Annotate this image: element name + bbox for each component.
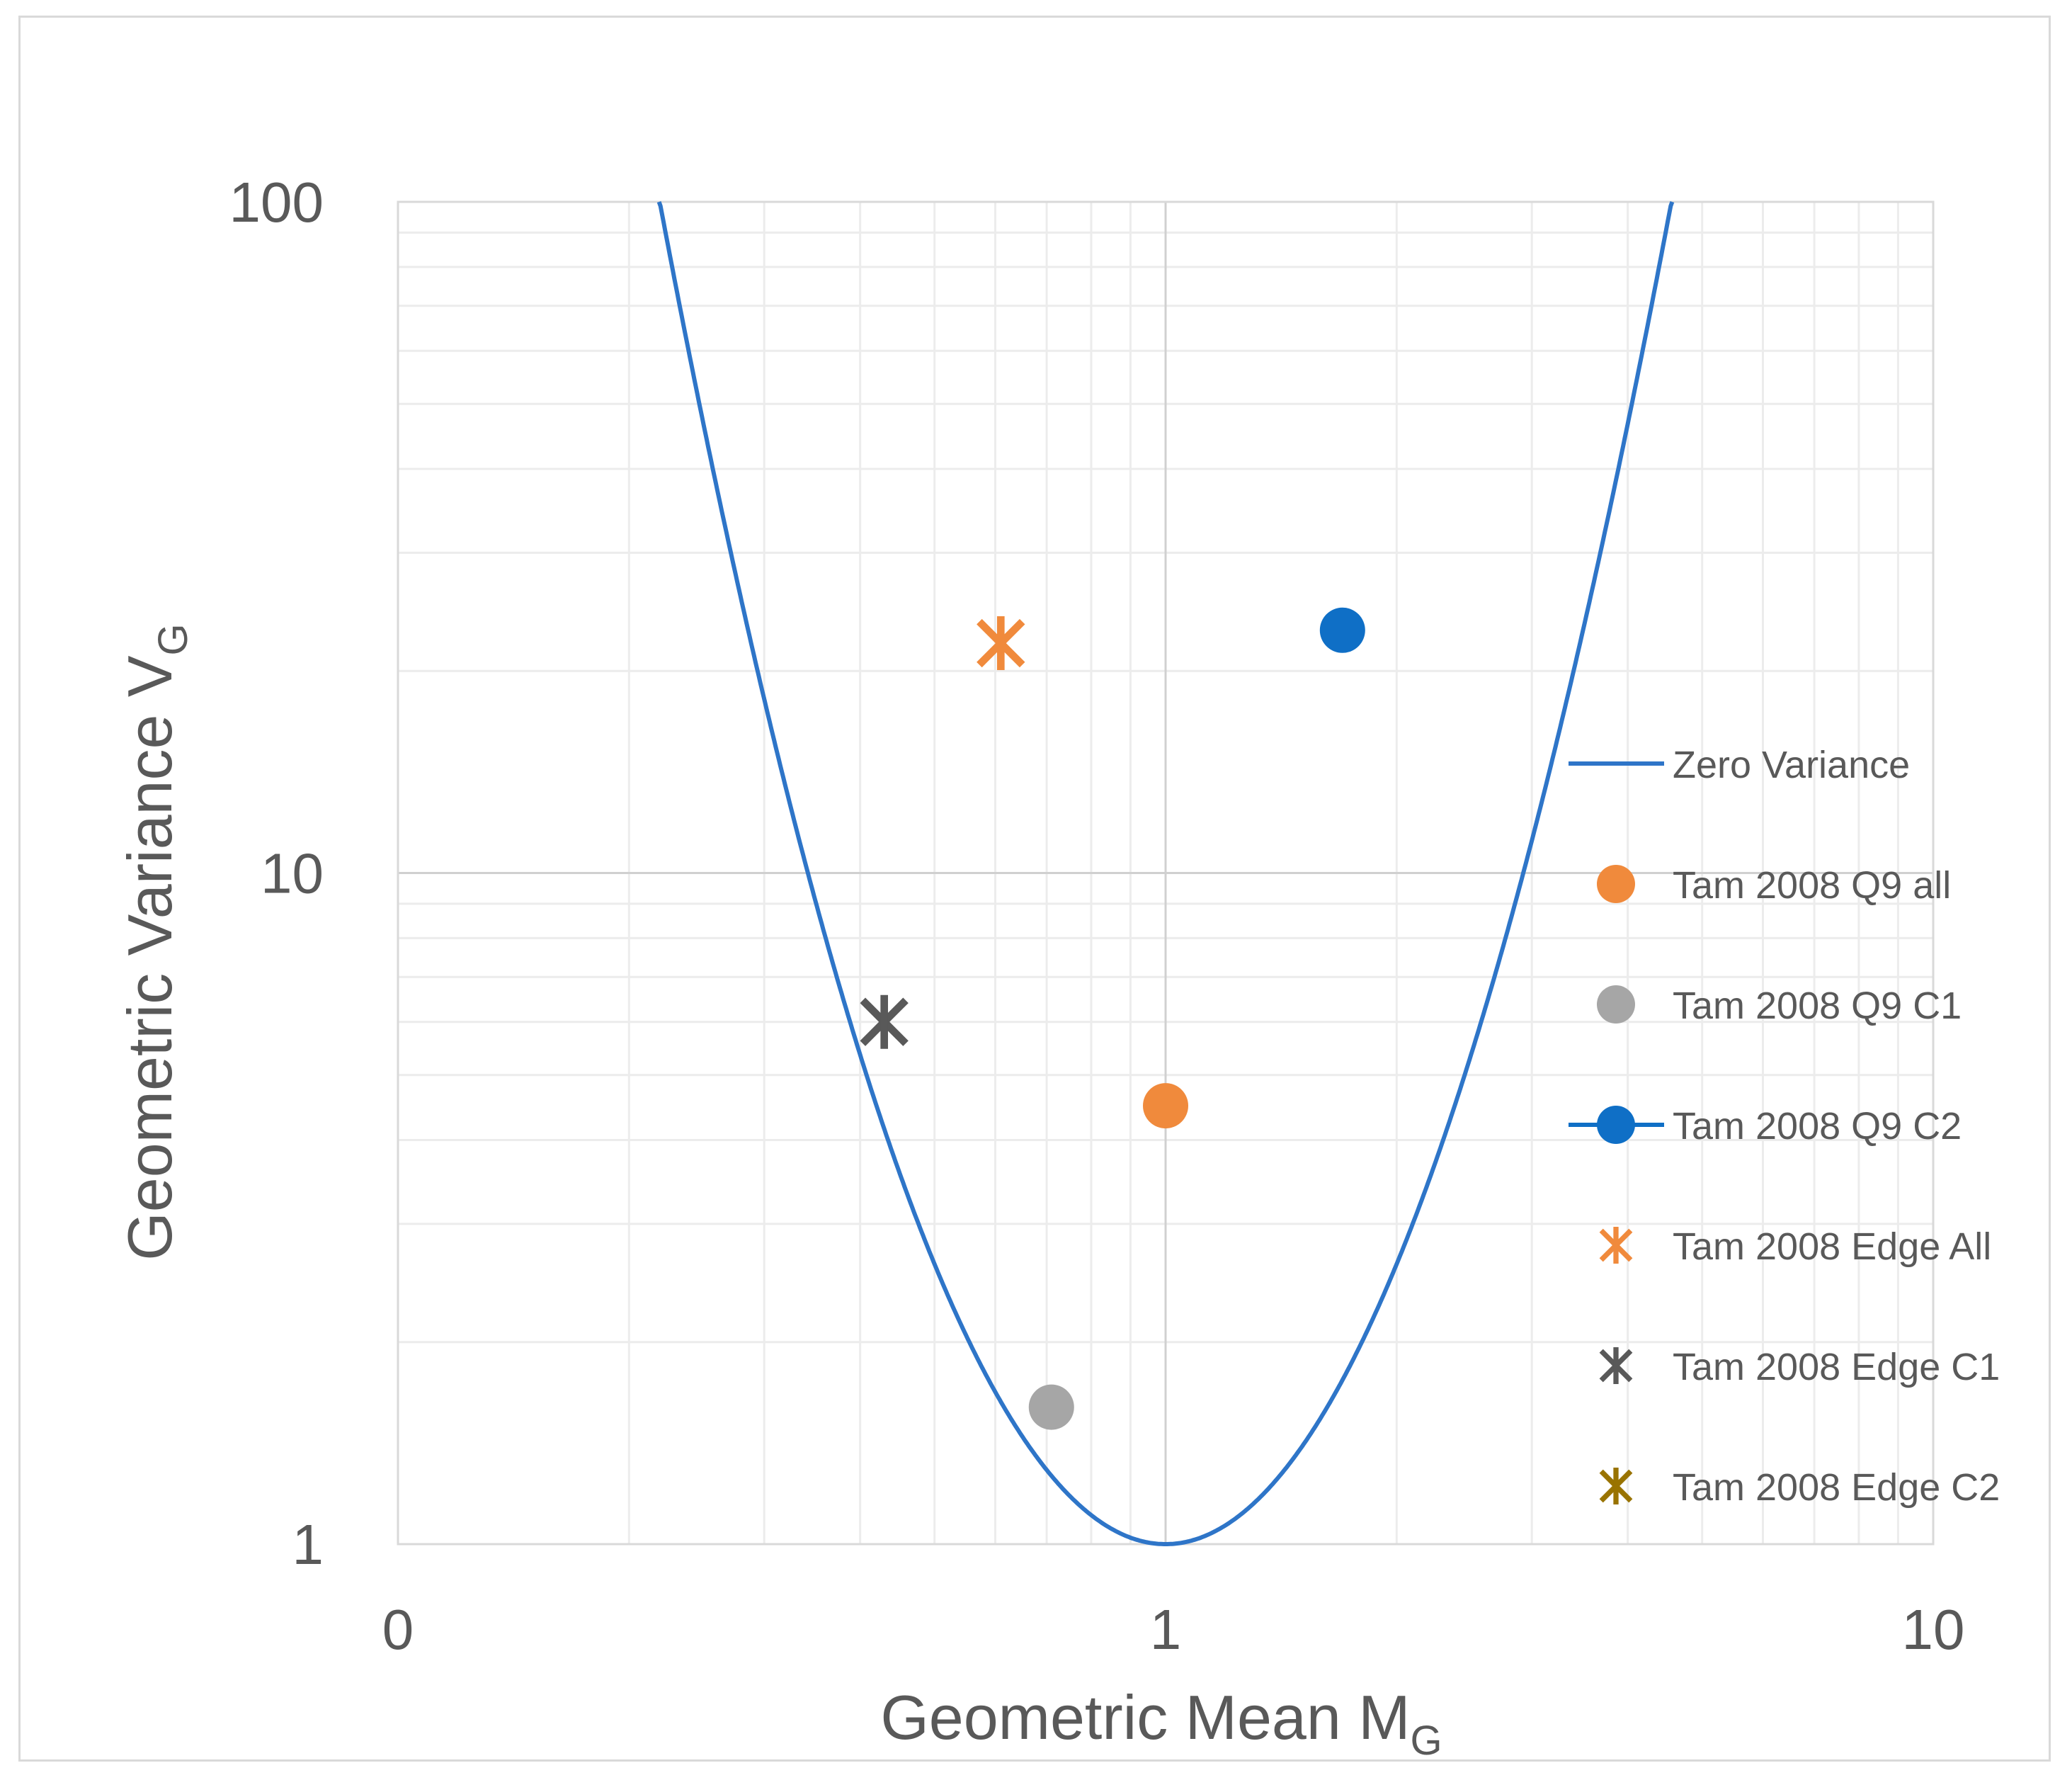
data-point-2 (1028, 1384, 1074, 1430)
legend-asterisk-marker (1599, 1468, 1633, 1504)
x-axis-title: Geometric Mean MG (880, 1682, 1442, 1764)
x-tick-label: 10 (1902, 1598, 1965, 1661)
legend-circle-marker (1597, 1106, 1635, 1144)
data-point-3 (1319, 607, 1365, 653)
y-tick-label: 100 (229, 171, 324, 234)
data-point-1 (1143, 1083, 1188, 1129)
curve-layer (656, 200, 1675, 1546)
x-tick-label: 0 (382, 1598, 414, 1661)
legend-label: Tam 2008 Edge All (1673, 1225, 1991, 1268)
y-tick-label: 1 (292, 1513, 324, 1576)
legend-asterisk-marker (1599, 1347, 1633, 1384)
legend-label: Tam 2008 Q9 all (1673, 864, 1951, 907)
legend-label: Tam 2008 Q9 C2 (1673, 1105, 1962, 1147)
points-layer (860, 607, 1365, 1430)
legend-label-zero-variance: Zero Variance (1673, 744, 1910, 786)
y-tick-label: 10 (261, 842, 324, 905)
data-point-4 (977, 616, 1025, 671)
data-point-5 (860, 994, 909, 1049)
zero-variance-curve (656, 200, 1675, 1546)
legend-label: Tam 2008 Edge C2 (1673, 1466, 2000, 1509)
legend-circle-marker (1597, 985, 1635, 1024)
x-tick-label: 1 (1150, 1598, 1182, 1661)
legend: Zero Variance Tam 2008 Q9 all Tam 2008 Q9 … (1569, 744, 2000, 1509)
legend-label: Tam 2008 Q9 C1 (1673, 985, 1962, 1027)
y-axis-title: Geometric Variance VG (115, 623, 196, 1260)
legend-asterisk-marker (1599, 1227, 1633, 1264)
legend-label: Tam 2008 Edge C1 (1673, 1346, 2000, 1388)
legend-circle-marker (1597, 865, 1635, 903)
